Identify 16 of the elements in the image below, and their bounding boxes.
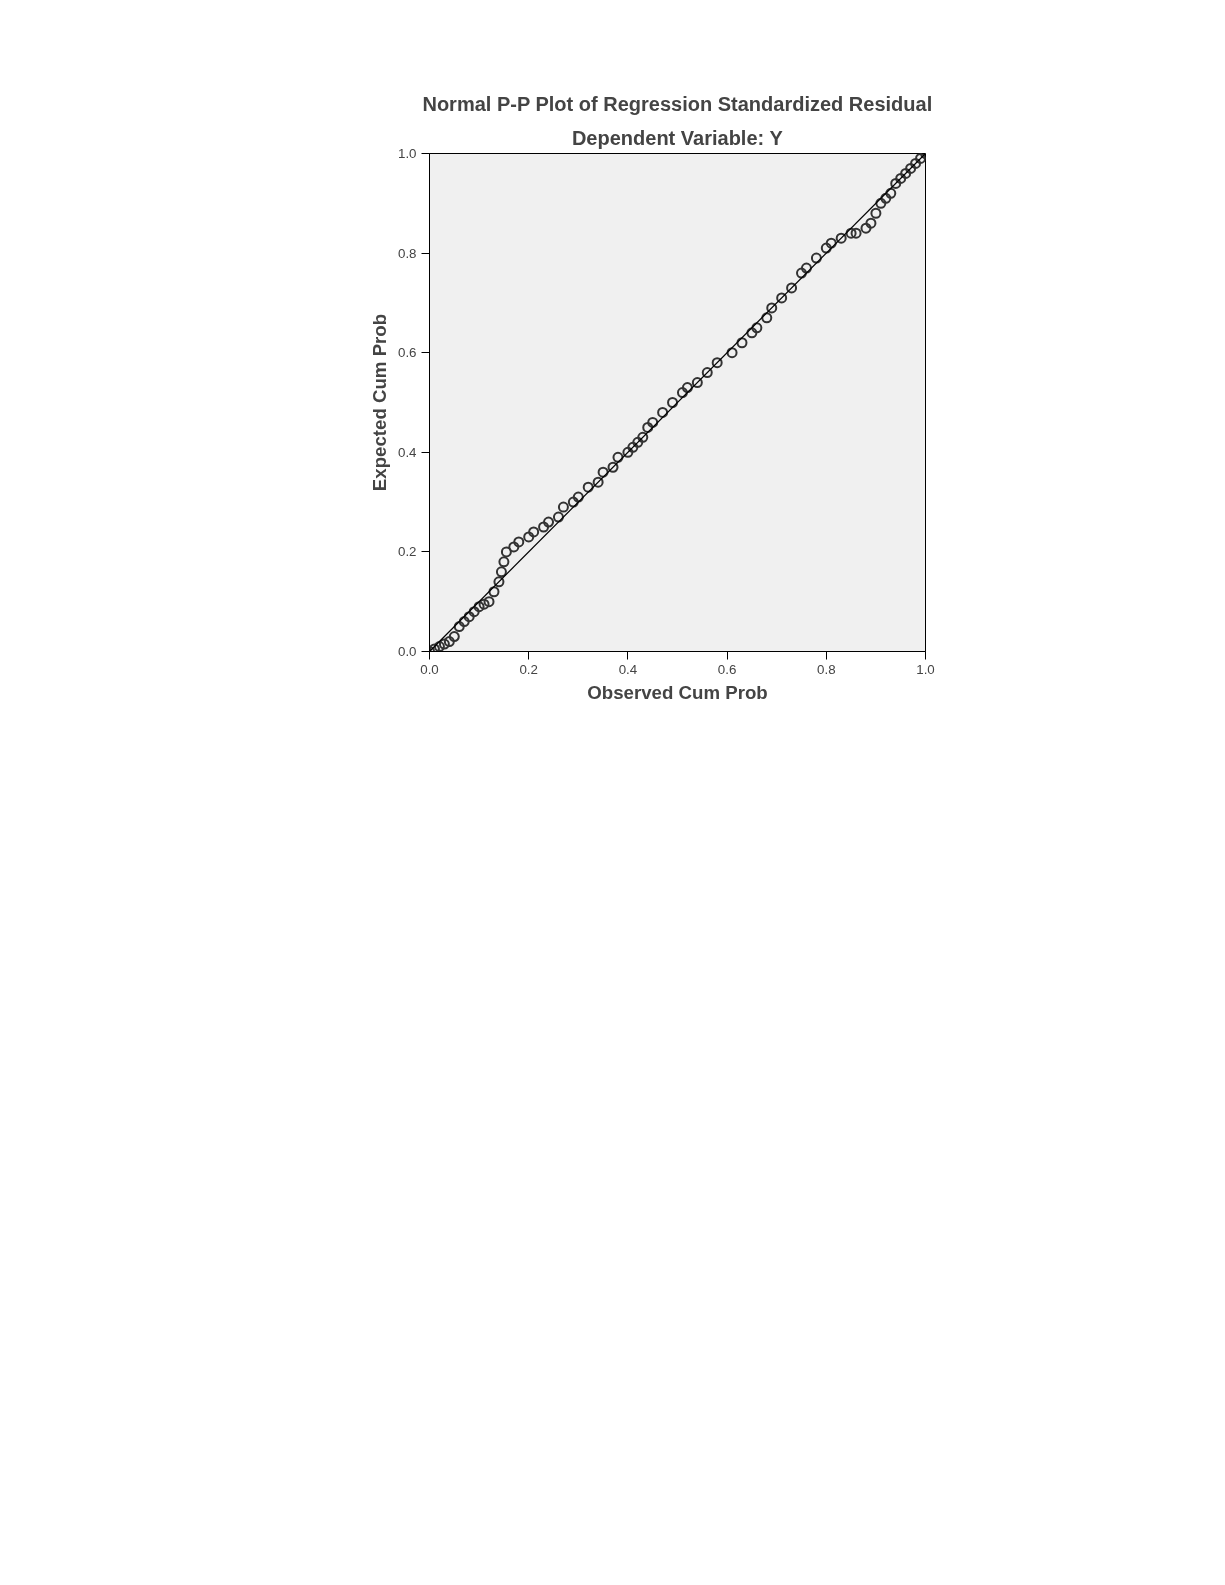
y-tick-label: 0.8 [397, 245, 417, 261]
y-tick-label: 0.4 [397, 444, 418, 460]
x-tick-label: 0.8 [817, 661, 836, 677]
chart-subtitle: Dependent Variable: Y [571, 126, 784, 149]
y-tick-label: 1.0 [397, 146, 417, 161]
chart-title: Normal P-P Plot of Regression Standardized Residual [422, 92, 933, 115]
x-tick-label: 0.6 [717, 661, 737, 677]
y-tick-label: 0.2 [397, 544, 417, 560]
y-tick-label: 0.6 [397, 345, 417, 361]
x-axis-title: Observed Cum Prob [587, 681, 768, 703]
y-axis-title: Expected Cum Prob [368, 313, 390, 492]
x-tick-label: 0.0 [420, 661, 439, 677]
x-tick-label: 1.0 [916, 661, 935, 677]
x-tick-label: 0.4 [618, 661, 638, 677]
y-tick-label: 0.0 [397, 644, 417, 659]
x-tick-label: 0.2 [519, 661, 538, 677]
